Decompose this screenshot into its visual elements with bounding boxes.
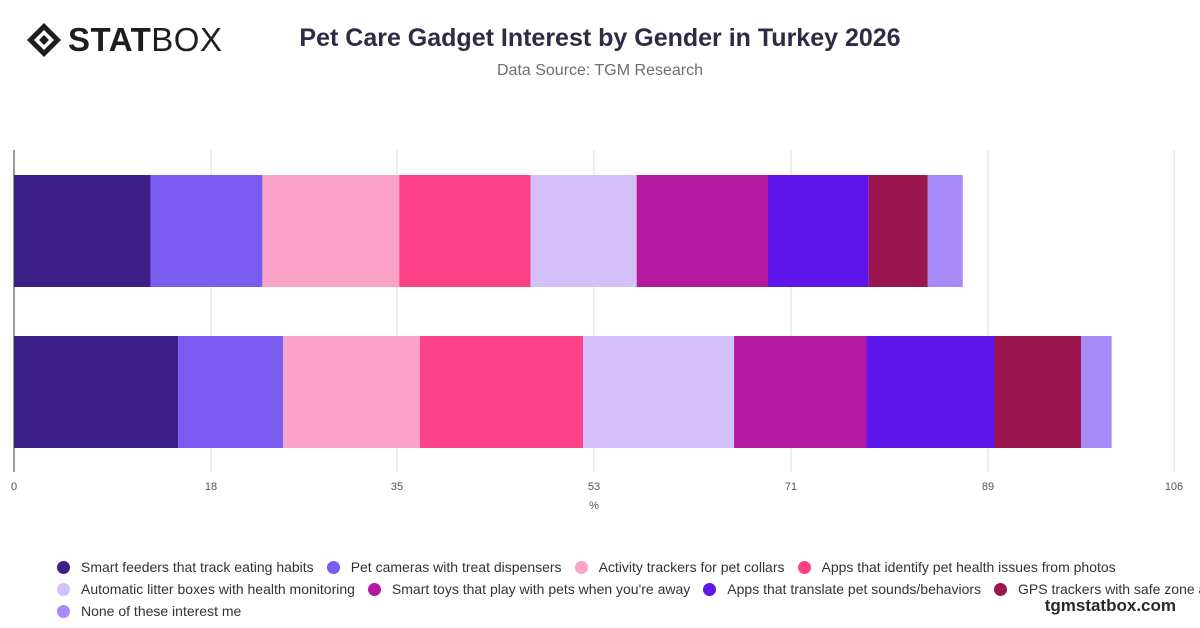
legend-row: Smart feeders that track eating habits Pe… xyxy=(57,556,1147,578)
logo-wordmark: STATBOX xyxy=(68,22,222,58)
legend-swatch xyxy=(57,604,70,618)
legend-label: Activity trackers for pet collars xyxy=(598,559,785,575)
legend-label: Apps that identify pet health issues fro… xyxy=(821,559,1116,575)
bar-segment xyxy=(768,175,869,287)
legend-swatch xyxy=(326,560,340,574)
chart-title: Pet Care Gadget Interest by Gender in Tu… xyxy=(299,24,901,52)
legend-swatch xyxy=(367,582,381,596)
bar-segment xyxy=(868,175,928,287)
legend-swatch xyxy=(994,582,1008,596)
legend-label: None of these interest me xyxy=(81,603,242,619)
legend-item[interactable]: Smart feeders that track eating habits xyxy=(57,559,314,575)
legend-item[interactable]: Activity trackers for pet collars xyxy=(574,559,785,575)
x-axis-label: % xyxy=(589,500,599,512)
chart-subtitle: Data Source: TGM Research xyxy=(496,62,703,79)
bar-segment xyxy=(636,175,768,287)
legend-item[interactable]: GPS trackers with safe zone alerts xyxy=(994,581,1200,597)
legend-item[interactable]: Apps that identify pet health issues fro… xyxy=(797,559,1116,575)
bar-segment xyxy=(178,336,284,448)
bar-segment xyxy=(420,336,584,448)
site-url: tgmstatbox.com xyxy=(1044,596,1176,615)
legend-item[interactable]: Apps that translate pet sounds/behaviors xyxy=(703,581,981,597)
bar-segment xyxy=(927,175,963,287)
legend-label: Automatic litter boxes with health monit… xyxy=(81,581,355,597)
legend-swatch xyxy=(57,582,70,596)
x-tick-label: 53 xyxy=(588,481,600,493)
bar-segment xyxy=(530,175,637,287)
legend-label: Smart feeders that track eating habits xyxy=(81,559,314,575)
bar-segment xyxy=(150,175,263,287)
bar-segment xyxy=(866,336,995,448)
bar-segment xyxy=(14,336,179,448)
bar-segment xyxy=(734,336,867,448)
bar-segment xyxy=(283,336,420,448)
bar-segment xyxy=(1080,336,1112,448)
x-tick-label: 89 xyxy=(982,481,994,493)
legend-label: GPS trackers with safe zone alerts xyxy=(1018,581,1200,597)
x-tick-label: 71 xyxy=(785,481,797,493)
x-tick-label: 106 xyxy=(1165,481,1183,493)
bar-segment xyxy=(399,175,531,287)
legend-label: Smart toys that play with pets when you'… xyxy=(391,581,691,597)
x-tick-label: 35 xyxy=(391,481,403,493)
legend-label: Apps that translate pet sounds/behaviors xyxy=(727,581,982,597)
legend-swatch xyxy=(797,560,811,574)
legend-item[interactable]: Pet cameras with treat dispensers xyxy=(326,559,562,575)
legend-swatch xyxy=(57,560,70,574)
chart-legend: Smart feeders that track eating habits Pe… xyxy=(57,556,1200,622)
legend-item[interactable]: None of these interest me xyxy=(57,603,241,619)
legend-item[interactable]: Automatic litter boxes with health monit… xyxy=(57,581,355,597)
legend-row: Automatic litter boxes with health monit… xyxy=(57,578,1200,600)
bar-segment xyxy=(14,175,151,287)
bar-segment xyxy=(262,175,400,287)
statbox-logo: STATBOX xyxy=(26,22,222,58)
bar-segment xyxy=(994,336,1081,448)
legend-swatch xyxy=(574,560,588,574)
legend-label: Pet cameras with treat dispensers xyxy=(350,559,562,575)
x-tick-label: 18 xyxy=(205,481,217,493)
stacked-bar-chart: 0 18 35 53 71 89 106% xyxy=(11,150,1183,512)
logo-text-light: BOX xyxy=(151,21,223,58)
legend-row: None of these interest me xyxy=(57,600,1147,622)
legend-item[interactable]: Smart toys that play with pets when you'… xyxy=(367,581,691,597)
logo-text-bold: STAT xyxy=(68,21,152,58)
x-tick-label: 0 xyxy=(11,481,17,493)
bar-segment xyxy=(583,336,735,448)
statbox-diamond-icon xyxy=(27,23,61,57)
legend-swatch xyxy=(703,582,717,596)
